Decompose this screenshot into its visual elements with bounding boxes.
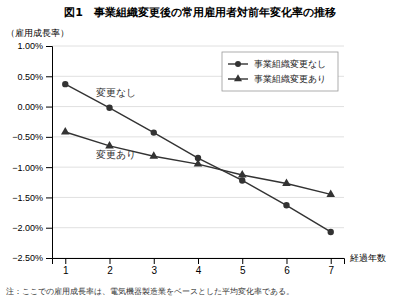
x-tick-mark [65, 258, 66, 264]
y-tick: 0.00% [17, 102, 52, 112]
y-tick-label: −1.00% [12, 163, 43, 173]
annotations: 変更なし変更あり [96, 87, 136, 160]
y-tick-label: 0.00% [17, 102, 43, 112]
title: 図1 事業組織変更後の常用雇用者対前年変化率の推移 [64, 6, 336, 19]
series-point [283, 202, 289, 208]
series-point [194, 159, 203, 166]
y-tick-label: 1.00% [17, 41, 43, 51]
x-tick: 2 [107, 258, 113, 276]
grid-line [52, 106, 344, 107]
x-tick: 3 [151, 258, 157, 276]
footnote: 注：ここでの雇用成長率は、電気機器製造業をベースとした平均変化率である。 [6, 287, 294, 296]
x-tick: 6 [284, 258, 290, 276]
x-tick-mark [154, 258, 155, 264]
x-tick-mark [110, 258, 111, 264]
series-line [65, 84, 330, 232]
legend: 事業組織変更なし事業組織変更あり [222, 52, 338, 91]
legend-label: 事業組織変更あり [254, 74, 326, 84]
y-tick: −1.00% [12, 163, 52, 173]
chart-container: 1.00% 0.50% 0.00% −0.50% −1.00% −1.50% −2.00% −… [0, 0, 400, 300]
series-point [282, 179, 291, 186]
y-tick-mark [46, 46, 52, 47]
x-tick-label: 7 [328, 265, 334, 276]
series-point [238, 170, 247, 177]
x-tick: 4 [196, 258, 202, 276]
y-tick-mark [46, 137, 52, 138]
series-point [62, 81, 68, 87]
y-tick: −0.50% [12, 132, 52, 142]
y-tick-mark [46, 76, 52, 77]
legend-label: 事業組織変更なし [254, 59, 326, 69]
y-axis-line [46, 47, 53, 259]
x-axis: 1 2 3 4 5 6 7 [53, 258, 345, 276]
x-tick-mark [198, 258, 199, 264]
x-tick-label: 6 [284, 265, 290, 276]
y-tick-label: −1.50% [12, 193, 43, 203]
y-tick-mark [46, 258, 52, 259]
grid-line [52, 227, 344, 228]
x-tick: 1 [63, 258, 69, 276]
x-tick-mark [242, 258, 243, 264]
y-tick: −2.00% [12, 223, 52, 233]
x-tick-mark [286, 258, 287, 264]
x-tick-label: 1 [63, 265, 69, 276]
series-point [149, 151, 158, 158]
grid-line [52, 136, 344, 137]
x-tick-label: 4 [196, 265, 202, 276]
y-axis-label: （雇用成長率） [6, 28, 69, 38]
legend-box [222, 52, 338, 91]
plot-marks [61, 81, 335, 235]
series-line [65, 132, 330, 194]
x-axis-label: 経過年数 [349, 253, 386, 263]
annotation: 変更あり [96, 149, 136, 160]
annotation: 変更なし [96, 87, 136, 98]
y-tick-mark [46, 107, 52, 108]
legend-item: 事業組織変更なし [228, 59, 326, 69]
x-tick-mark [331, 258, 332, 264]
y-tick-label: −0.50% [12, 132, 43, 142]
series-point [239, 177, 245, 183]
x-tick: 7 [328, 258, 334, 276]
y-tick: 0.50% [17, 72, 52, 82]
y-tick: −2.50% [12, 253, 52, 263]
y-tick: 1.00% [17, 41, 52, 51]
series-point [61, 127, 70, 134]
series-point [328, 229, 334, 235]
x-tick-label: 3 [151, 265, 157, 276]
grid-line [52, 197, 344, 198]
x-tick-label: 2 [107, 265, 113, 276]
x-tick-label: 5 [240, 265, 246, 276]
series-point [105, 141, 114, 148]
chart-svg: 1.00% 0.50% 0.00% −0.50% −1.00% −1.50% −2.00% −… [0, 0, 400, 300]
series-point [106, 105, 112, 111]
grid [52, 46, 344, 258]
series-point [151, 129, 157, 135]
grid-line [52, 167, 344, 168]
y-tick-label: 0.50% [17, 72, 43, 82]
x-tick: 5 [240, 258, 246, 276]
series-point [326, 189, 335, 196]
legend-item: 事業組織変更あり [228, 74, 326, 84]
legend-swatch-marker [234, 74, 242, 81]
y-axis: 1.00% 0.50% 0.00% −0.50% −1.00% −1.50% −2.00% −… [12, 41, 52, 263]
grid-line [52, 46, 344, 47]
y-tick: −1.50% [12, 193, 52, 203]
y-tick-mark [46, 167, 52, 168]
x-axis-line [53, 259, 345, 265]
series [62, 81, 334, 235]
series [61, 127, 335, 197]
y-tick-label: −2.00% [12, 223, 43, 233]
y-tick-mark [46, 197, 52, 198]
legend-swatch-marker [235, 61, 241, 67]
y-tick-mark [46, 228, 52, 229]
y-tick-label: −2.50% [12, 253, 43, 263]
